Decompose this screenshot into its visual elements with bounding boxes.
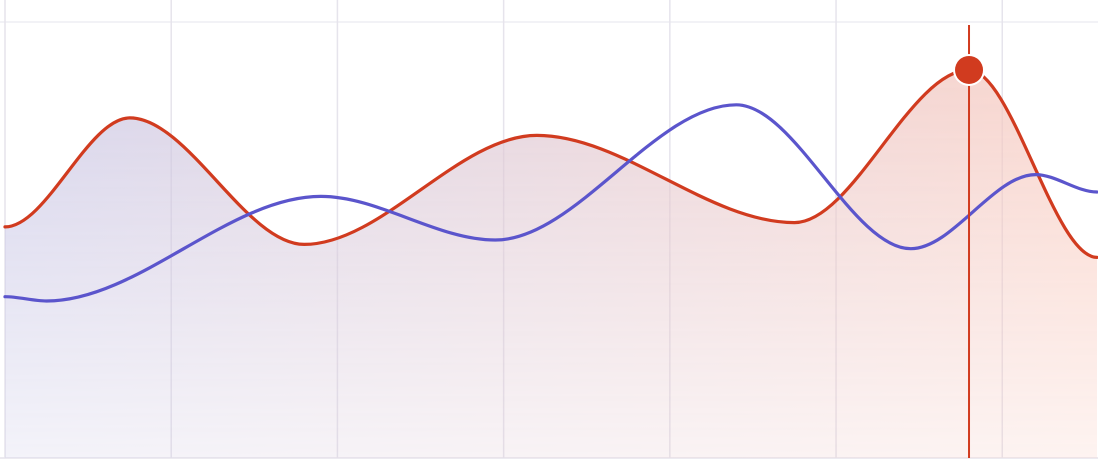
area-fills [5, 70, 1097, 458]
highlight-layer [953, 25, 986, 458]
series-area-fill [5, 70, 1097, 458]
highlight-point[interactable] [955, 55, 984, 84]
series-line-2 [3, 103, 1098, 303]
